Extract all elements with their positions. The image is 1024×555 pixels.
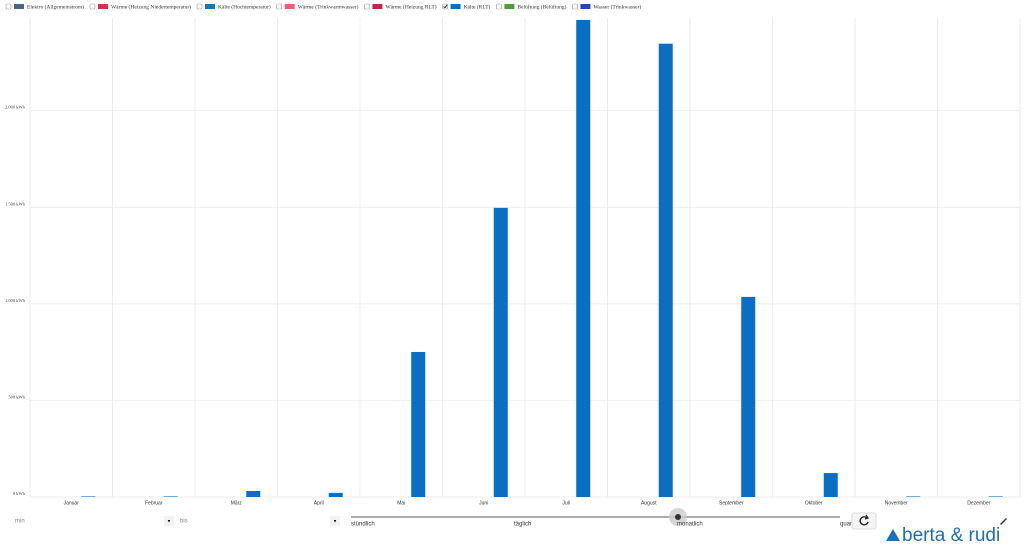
reset-icon (864, 514, 869, 520)
legend-label[interactable]: Elektro (Allgemeinstrom) (27, 3, 84, 10)
resolution-label: monatlich (677, 522, 703, 528)
logo: berta & rudi (902, 525, 1000, 546)
bar (576, 19, 591, 497)
y-tick-label: 500 kWh (8, 394, 25, 399)
y-tick-label: 2.000 kWh (5, 105, 26, 110)
resolution-label: täglich (514, 522, 531, 528)
bar (411, 351, 426, 497)
resolution-label: quar (840, 522, 852, 528)
to-label: bis (180, 519, 188, 525)
bar (81, 496, 96, 497)
legend-swatch (205, 4, 215, 9)
edit-icon[interactable] (1000, 518, 1007, 525)
x-tick-label: Mai (397, 500, 405, 506)
legend-checkbox[interactable] (196, 3, 203, 10)
bar (988, 496, 1003, 497)
bar (906, 496, 921, 497)
reset-button[interactable] (851, 512, 877, 530)
legend-label[interactable]: Kälte (Hochtemperatur) (218, 3, 271, 10)
legend-label[interactable]: Kälte (RLT) (464, 3, 491, 10)
legend-checkbox[interactable] (89, 3, 96, 10)
x-tick-label: Dezember (967, 500, 990, 506)
bar (493, 207, 508, 497)
legend-swatch (14, 4, 24, 9)
legend-swatch (504, 4, 515, 9)
x-tick-label: April (314, 500, 324, 506)
legend-checkbox[interactable] (364, 3, 370, 10)
bar (163, 496, 178, 497)
reset-icon (859, 516, 869, 526)
x-tick-label: März (231, 500, 243, 506)
bar (741, 296, 756, 497)
legend-label[interactable]: Wärme (Trinkwarmwasser) (298, 3, 359, 10)
legend-check (443, 4, 448, 9)
resolution-label: stündlich (351, 522, 375, 528)
x-tick-label: Juli (562, 500, 570, 506)
logo-mark (886, 529, 900, 541)
x-tick-label: Januar (64, 500, 80, 506)
legend-label[interactable]: Belüftung (Belüftung) (517, 3, 566, 10)
legend-checkbox[interactable] (572, 3, 578, 10)
slider-knob[interactable] (675, 514, 681, 520)
legend-swatch (372, 4, 383, 9)
y-tick-label: 1.500 kWh (5, 201, 26, 206)
legend-label[interactable]: Wasser (Trinkwasser) (593, 3, 641, 10)
legend-label[interactable]: Wärme (Heizung RLT) (385, 3, 436, 10)
x-tick-label: Oktober (805, 500, 823, 506)
legend-label[interactable]: Wärme (Heizung Niedertemperatur) (111, 3, 191, 10)
legend-swatch (284, 4, 295, 9)
legend-checkbox[interactable] (496, 3, 502, 10)
bar (328, 492, 343, 497)
from-label: min (15, 519, 25, 525)
bar (823, 473, 838, 497)
legend-checkbox[interactable] (5, 3, 12, 10)
legend-swatch (97, 4, 108, 9)
bar (246, 491, 261, 497)
legend-swatch (450, 4, 461, 9)
x-tick-label: Juni (479, 500, 488, 506)
from-dropdown[interactable] (164, 516, 174, 526)
legend-swatch (580, 4, 591, 9)
x-tick-label: September (719, 500, 744, 506)
x-tick-label: Februar (145, 500, 163, 506)
y-tick-label: 0 kWh (13, 491, 26, 496)
y-tick-label: 1.000 kWh (5, 298, 26, 303)
to-dropdown[interactable] (330, 516, 340, 526)
x-tick-label: November (885, 500, 908, 506)
dropdown-arrow: ▾ (168, 518, 171, 524)
dropdown-arrow: ▾ (334, 518, 337, 524)
x-tick-label: August (641, 500, 657, 506)
bar (658, 43, 673, 498)
legend-checkbox[interactable] (276, 3, 282, 10)
